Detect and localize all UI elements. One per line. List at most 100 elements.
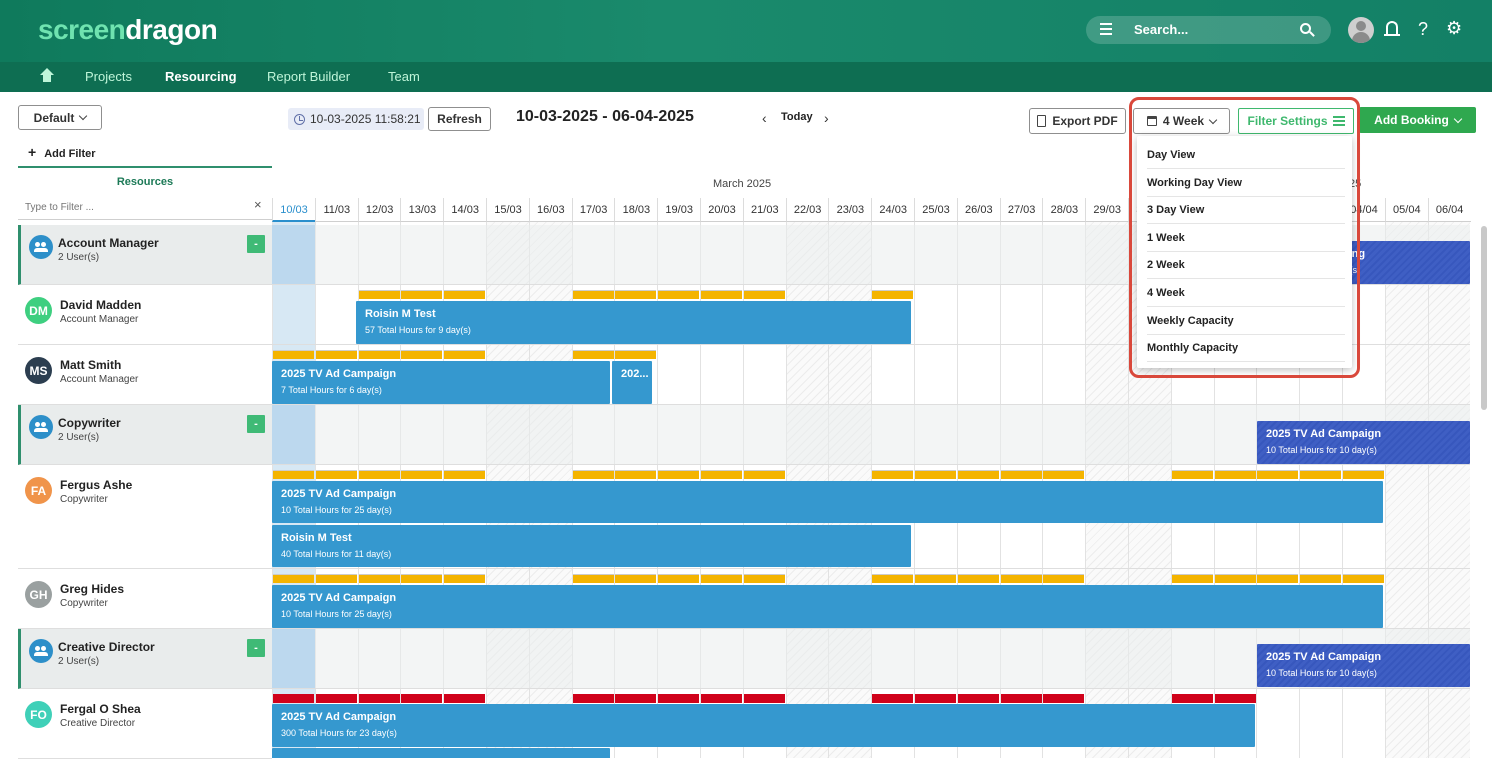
booking-bar[interactable] bbox=[272, 748, 610, 758]
booking-bar[interactable]: Roisin M Test 40 Total Hours for 11 day(s… bbox=[272, 525, 911, 567]
vertical-scrollbar[interactable] bbox=[1481, 226, 1487, 410]
add-booking-button[interactable]: Add Booking bbox=[1359, 107, 1476, 133]
row-divider bbox=[272, 568, 1470, 569]
help-icon[interactable]: ? bbox=[1418, 19, 1429, 39]
capacity-indicator bbox=[1000, 470, 1042, 479]
resource-row[interactable]: FO Fergal O Shea Creative Director bbox=[18, 689, 272, 759]
booking-hours: 10 Total Hours for 25 day(s) bbox=[281, 609, 392, 619]
capacity-indicator bbox=[444, 290, 486, 299]
gear-icon[interactable]: ⚙ bbox=[1446, 18, 1463, 38]
resource-row[interactable]: GH Greg Hides Copywriter bbox=[18, 569, 272, 629]
clear-filter-icon[interactable]: × bbox=[254, 197, 262, 212]
resource-filter-input[interactable] bbox=[18, 196, 272, 220]
logo[interactable]: screendragon bbox=[38, 14, 218, 46]
resources-header: Resources bbox=[18, 166, 272, 196]
resource-row[interactable]: MS Matt Smith Account Manager bbox=[18, 345, 272, 405]
capacity-indicator bbox=[1300, 470, 1342, 479]
booking-bar[interactable]: ookingday(s) bbox=[1342, 241, 1470, 284]
capacity-indicator bbox=[701, 470, 742, 479]
preset-dropdown[interactable]: Default bbox=[18, 105, 102, 130]
capacity-indicator bbox=[572, 574, 614, 583]
add-filter-button[interactable]: + Add Filter bbox=[28, 144, 96, 160]
capacity-indicator bbox=[1257, 470, 1299, 479]
row-divider bbox=[272, 628, 1470, 629]
timestamp: 10-03-2025 11:58:21 bbox=[310, 112, 421, 126]
capacity-indicator bbox=[572, 290, 614, 299]
highlight-annotation bbox=[1129, 97, 1360, 378]
date-range: 10-03-2025 - 06-04-2025 bbox=[516, 108, 694, 125]
view-option-4-week[interactable]: 4 Week bbox=[1147, 279, 1345, 307]
nav-resourcing[interactable]: Resourcing bbox=[165, 69, 237, 84]
booking-bar[interactable]: 2025 TV Ad Campaign 10 Total Hours for 10… bbox=[1257, 644, 1470, 687]
resource-name: Account Manager bbox=[58, 236, 159, 250]
view-option-day-view[interactable]: Day View bbox=[1147, 141, 1345, 169]
search-icon[interactable] bbox=[1300, 23, 1311, 34]
nav-report-builder[interactable]: Report Builder bbox=[267, 69, 351, 84]
bell-icon[interactable] bbox=[1384, 21, 1400, 36]
resource-group-row[interactable]: Creative Director 2 User(s) - bbox=[18, 629, 272, 689]
main-nav: Projects Resourcing Report Builder Team bbox=[0, 62, 1492, 92]
view-option-monthly-capacity[interactable]: Monthly Capacity bbox=[1147, 334, 1345, 363]
filter-settings-label: Filter Settings bbox=[1247, 114, 1328, 128]
avatar: DM bbox=[25, 297, 52, 324]
next-period-icon[interactable]: › bbox=[824, 110, 829, 126]
day-header-cell: 25/03 bbox=[914, 198, 957, 222]
today-marker bbox=[272, 629, 315, 689]
booking-title: 2025 TV Ad Campaign bbox=[281, 488, 397, 500]
booking-bar[interactable]: 2025 TV Ad Campaign 10 Total Hours for 10… bbox=[1257, 421, 1470, 464]
view-option-2-week[interactable]: 2 Week bbox=[1147, 251, 1345, 280]
capacity-indicator bbox=[658, 470, 700, 479]
day-header-cell: 12/03 bbox=[357, 198, 401, 222]
add-filter-label: Add Filter bbox=[44, 148, 96, 160]
day-header-cell: 18/03 bbox=[614, 198, 658, 222]
resource-row[interactable]: FA Fergus Ashe Copywriter bbox=[18, 465, 272, 569]
today-button[interactable]: Today bbox=[781, 111, 813, 123]
day-header-cell: 28/03 bbox=[1042, 198, 1086, 222]
view-option-working-day-view[interactable]: Working Day View bbox=[1147, 169, 1345, 197]
nav-team[interactable]: Team bbox=[388, 69, 420, 84]
booking-bar[interactable]: 2025 TV Ad Campaign 300 Total Hours for 2… bbox=[272, 704, 1255, 747]
user-avatar[interactable] bbox=[1348, 17, 1374, 43]
booking-bar[interactable]: 2025 TV Ad Campaign 7 Total Hours for 6 d… bbox=[272, 361, 610, 404]
prev-period-icon[interactable]: ‹ bbox=[762, 110, 767, 126]
booking-bar[interactable]: 2025 TV Ad Campaign 10 Total Hours for 25… bbox=[272, 585, 1383, 628]
capacity-indicator bbox=[872, 574, 914, 583]
search-box[interactable]: Search... bbox=[1086, 16, 1331, 44]
nav-projects[interactable]: Projects bbox=[85, 69, 132, 84]
resource-group-row[interactable]: Copywriter 2 User(s) - bbox=[18, 405, 272, 465]
capacity-indicator bbox=[401, 470, 443, 479]
collapse-group-button[interactable]: - bbox=[247, 639, 265, 657]
view-option-3-day-view[interactable]: 3 Day View bbox=[1147, 196, 1345, 225]
view-option-weekly-capacity[interactable]: Weekly Capacity bbox=[1147, 307, 1345, 335]
schedule-grid[interactable]: ookingday(s) Roisin M Test 57 Total Hours … bbox=[272, 222, 1470, 758]
resource-group-row[interactable]: Account Manager 2 User(s) - bbox=[18, 225, 272, 285]
collapse-group-button[interactable]: - bbox=[247, 415, 265, 433]
booking-bar[interactable]: 2025 TV Ad Campaign 10 Total Hours for 25… bbox=[272, 481, 1383, 523]
refresh-button[interactable]: Refresh bbox=[428, 107, 491, 131]
filter-settings-button[interactable]: Filter Settings bbox=[1238, 108, 1354, 134]
collapse-group-button[interactable]: - bbox=[247, 235, 265, 253]
day-header-cell: 24/03 bbox=[871, 198, 915, 222]
capacity-indicator bbox=[1300, 574, 1342, 583]
capacity-indicator bbox=[743, 470, 785, 479]
today-marker bbox=[272, 405, 315, 465]
view-dropdown-button[interactable]: 4 Week bbox=[1133, 108, 1230, 134]
pdf-icon bbox=[1037, 115, 1047, 127]
capacity-indicator bbox=[872, 694, 914, 703]
capacity-indicator bbox=[1343, 470, 1384, 479]
capacity-indicator bbox=[658, 694, 700, 703]
capacity-indicator bbox=[1000, 574, 1042, 583]
booking-bar[interactable]: Roisin M Test 57 Total Hours for 9 day(s) bbox=[356, 301, 911, 344]
resource-subtitle: Creative Director bbox=[60, 718, 136, 729]
home-icon[interactable] bbox=[40, 68, 54, 82]
menu-icon[interactable] bbox=[1100, 23, 1112, 37]
booking-bar[interactable]: 202... bbox=[612, 361, 652, 404]
capacity-indicator bbox=[615, 290, 657, 299]
resource-row[interactable]: DM David Madden Account Manager bbox=[18, 285, 272, 345]
resource-name: Copywriter bbox=[58, 416, 121, 430]
resource-subtitle: 2 User(s) bbox=[58, 252, 100, 263]
day-header-cell: 15/03 bbox=[486, 198, 529, 222]
view-option-1-week[interactable]: 1 Week bbox=[1147, 224, 1345, 252]
export-pdf-button[interactable]: Export PDF bbox=[1029, 108, 1126, 134]
search-input[interactable]: Search... bbox=[1134, 22, 1189, 37]
